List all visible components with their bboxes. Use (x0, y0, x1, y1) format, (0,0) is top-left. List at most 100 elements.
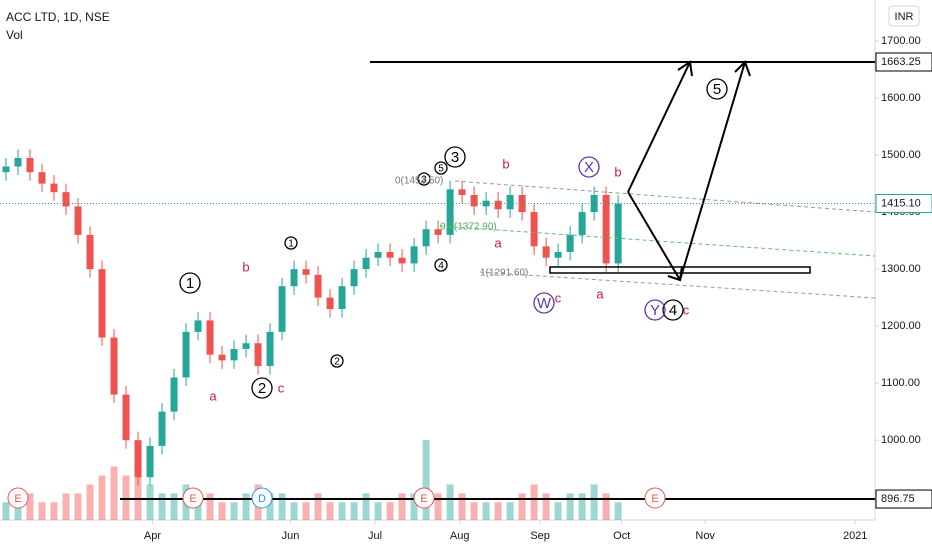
event-label: E (651, 493, 658, 505)
wave-circle (251, 377, 273, 399)
drawings (439, 60, 876, 299)
wave-label: b (502, 156, 509, 171)
candle-body (410, 246, 418, 264)
candle-body (182, 331, 190, 378)
volume-bar (122, 475, 130, 520)
volume-bar (614, 502, 622, 520)
currency-box[interactable] (888, 5, 920, 27)
candle-body (338, 286, 346, 310)
volume-bar (434, 493, 442, 520)
y-tick-label: 1600.00 (881, 92, 921, 104)
volume-bar (74, 493, 82, 520)
wave-label: 5 (438, 164, 444, 175)
wave-label: 2 (258, 380, 266, 397)
volume-bar (50, 502, 58, 520)
volume-bar (398, 493, 406, 520)
y-tick-label: 1300.00 (881, 263, 921, 275)
candle-body (62, 192, 70, 207)
wave-label: b (614, 164, 621, 179)
volume-bar (290, 502, 298, 520)
wave-circle (179, 272, 201, 294)
y-tick-label: 1100.00 (881, 377, 920, 389)
volume-bar (134, 466, 142, 520)
event-label: E (14, 493, 21, 505)
level-label: 1663.25 (881, 56, 921, 68)
candle-body (158, 411, 166, 446)
wave-label: 4 (669, 302, 677, 319)
x-tick-label: Oct (613, 530, 630, 542)
volume-bar (158, 493, 166, 520)
wave-circle (284, 236, 298, 250)
candle-body (254, 343, 262, 367)
candle-body (278, 286, 286, 332)
candle-body (134, 440, 142, 478)
wave-label: a (596, 286, 604, 301)
volume-bar (422, 440, 430, 520)
volume-bar (494, 502, 502, 520)
wave-label: c (555, 290, 562, 305)
candle-body (194, 320, 202, 332)
candle-body (2, 166, 10, 173)
volume-bar (218, 502, 226, 520)
candle-body (434, 229, 442, 235)
wave-label: 3 (421, 175, 427, 186)
volume-bar (542, 493, 550, 520)
event-label: E (189, 493, 196, 505)
candle-body (290, 269, 298, 287)
wave-label: 4 (438, 261, 444, 272)
candle-body (50, 183, 58, 193)
candle-body (302, 269, 310, 275)
candle-body (446, 189, 454, 235)
volume-label: Vol (6, 28, 23, 42)
chart-title: ACC LTD, 1D, NSE (6, 10, 110, 24)
event-marker (413, 487, 435, 509)
currency[interactable]: INR (895, 11, 914, 23)
candle-body (26, 157, 34, 173)
wave-label: 3 (451, 149, 459, 166)
wave-circle (706, 78, 728, 100)
volume-bar (14, 502, 22, 520)
volume-bar (482, 502, 490, 520)
last-price-box (875, 193, 932, 213)
event-marker (644, 487, 666, 509)
y-tick-label: 1700.00 (881, 35, 921, 47)
wave-label: b (242, 259, 249, 274)
candle-body (470, 195, 478, 207)
candle-body (206, 320, 214, 355)
candle-body (266, 331, 274, 367)
candle-body (398, 257, 406, 264)
candle-body (494, 200, 502, 210)
candle-body (230, 348, 238, 361)
volume-bar (350, 502, 358, 520)
candle-body (170, 377, 178, 412)
event-label: E (420, 493, 427, 505)
candle-body (14, 157, 22, 167)
marks (2, 149, 622, 520)
wave-circle (578, 156, 600, 178)
volume-bar (206, 493, 214, 520)
candle-body (374, 252, 382, 258)
event-marker (182, 487, 204, 509)
wave-circle (330, 354, 344, 368)
candle-body (506, 195, 514, 210)
x-tick-label: Sep (530, 530, 550, 542)
level-label-box (875, 52, 932, 72)
volume-bar (302, 502, 310, 520)
event-marker (7, 487, 29, 509)
volume-bar (518, 493, 526, 520)
y-tick-label: 1500.00 (881, 149, 921, 161)
volume-bar (446, 484, 454, 520)
candle-body (614, 203, 622, 264)
candle-body (362, 257, 370, 270)
wave-label: c (683, 302, 690, 317)
trend-line (479, 271, 876, 299)
candle-body (86, 234, 94, 270)
wave-label: 2 (334, 357, 340, 368)
y-tick-label: 1200.00 (881, 320, 921, 332)
wave-label: 0.5(1372.90) (440, 222, 497, 233)
level-label: 896.75 (881, 493, 915, 505)
volume-bar (266, 493, 274, 520)
wave-label: 1(1291.60) (480, 268, 528, 279)
